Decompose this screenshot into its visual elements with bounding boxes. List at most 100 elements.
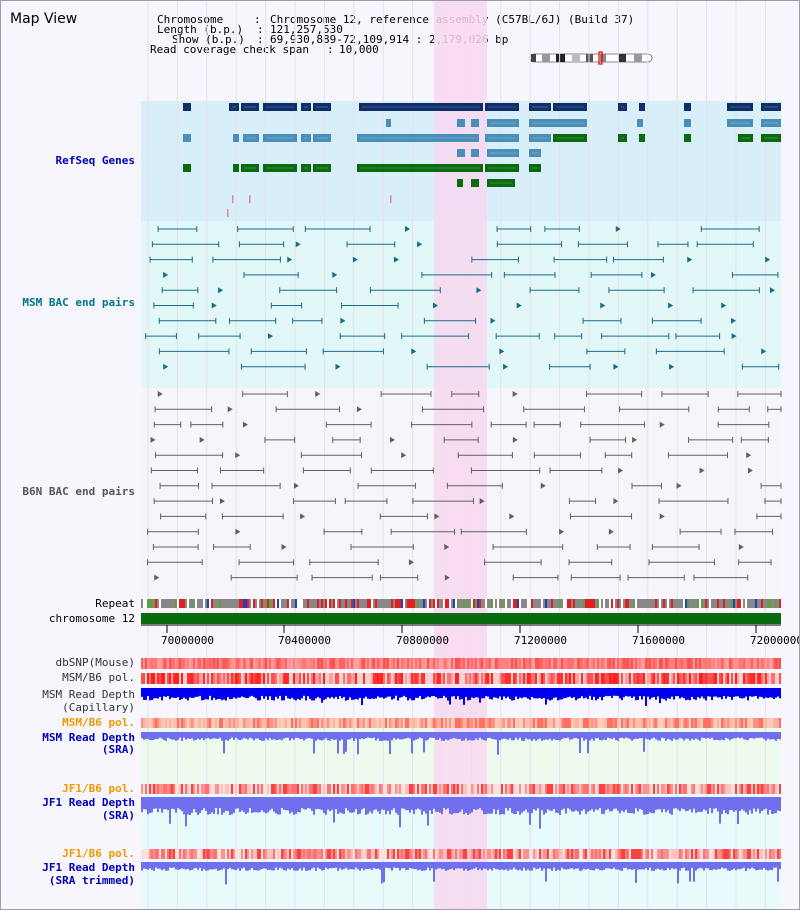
msm-capillary-depth-bar xyxy=(525,688,527,698)
msm-capillary-depth-bar xyxy=(599,688,601,697)
msm-capillary-depth-bar xyxy=(609,688,611,696)
msm-pol2-heat xyxy=(319,718,321,728)
msm-pol2-heat xyxy=(465,718,467,728)
repeat-mark xyxy=(201,599,203,608)
jf1-pol2-heat xyxy=(451,849,453,859)
dbsnp-heat xyxy=(519,658,521,669)
msm-sra-depth-bar xyxy=(215,732,217,739)
msm-capillary-depth-bar xyxy=(527,688,529,699)
repeat-mark xyxy=(745,599,747,608)
refseq-gene-block xyxy=(229,103,239,111)
msm-pol-heat xyxy=(753,673,755,684)
jf1-trim-depth-bar xyxy=(523,862,525,868)
msm-pol2-heat xyxy=(281,718,283,728)
msm-sra-depth-bar xyxy=(347,732,349,740)
msm-pol-heat xyxy=(689,673,691,684)
jf1-pol-heat xyxy=(255,784,257,794)
dbsnp-heat xyxy=(759,658,761,669)
msm-sra-depth-bar xyxy=(163,732,165,741)
jf1-pol2-heat xyxy=(403,849,405,859)
jf1-pol2-heat xyxy=(741,849,743,859)
jf1-pol-heat xyxy=(261,784,263,794)
msm-pol-heat xyxy=(597,673,599,684)
msm-sra-depth-bar xyxy=(291,732,293,739)
jf1-sra-depth-bar xyxy=(305,797,307,810)
repeat-mark xyxy=(381,599,383,608)
jf1-trim-depth-bar xyxy=(417,862,419,871)
jf1-trim-depth-bar xyxy=(317,862,319,868)
msm-pol2-heat xyxy=(693,718,695,728)
repeat-mark xyxy=(477,599,479,608)
jf1-sra-depth-bar xyxy=(499,797,501,815)
jf1-trim-depth-bar xyxy=(375,862,377,870)
msm-pol2-heat xyxy=(327,718,329,728)
msm-sra-depth-bar xyxy=(691,732,693,739)
jf1-pol2-heat xyxy=(565,849,567,859)
msm-pol-heat xyxy=(633,673,635,684)
msm-sra-depth-bar xyxy=(493,732,495,740)
dbsnp-heat xyxy=(155,658,157,669)
msm-sra-depth-bar xyxy=(181,732,183,741)
msm-pol2-heat xyxy=(333,718,335,728)
jf1-pol2-heat xyxy=(541,849,543,859)
msm-sra-depth-bar xyxy=(481,732,483,740)
jf1-trim-depth-bar xyxy=(199,862,201,868)
msm-sra-depth-bar xyxy=(703,732,705,739)
track-label-msm-read-depth-capillary: MSM Read Depth xyxy=(42,688,135,701)
jf1-pol2-heat xyxy=(639,849,641,859)
jf1-trim-depth-bar xyxy=(499,862,501,871)
jf1-pol2-heat xyxy=(423,849,425,859)
jf1-pol-heat xyxy=(509,784,511,794)
msm-pol-heat xyxy=(775,673,777,684)
msm-capillary-depth-bar xyxy=(241,688,243,697)
jf1-sra-depth-bar xyxy=(683,797,685,810)
msm-pol-heat xyxy=(377,673,379,684)
b6n-bac-pair-arrow xyxy=(676,482,682,489)
msm-pol-heat xyxy=(427,673,429,684)
jf1-sra-depth-bar xyxy=(755,797,757,812)
msm-pol-heat xyxy=(287,673,289,684)
jf1-pol-heat xyxy=(547,784,549,794)
jf1-trim-depth-bar xyxy=(491,862,493,871)
msm-pol2-heat xyxy=(573,718,575,728)
jf1-pol2-heat xyxy=(167,849,169,859)
jf1-pol2-heat xyxy=(709,849,711,859)
msm-sra-depth-bar xyxy=(463,732,465,741)
msm-capillary-depth-bar xyxy=(567,688,569,698)
jf1-pol-heat xyxy=(633,784,635,794)
jf1-sra-depth-bar xyxy=(169,797,171,824)
msm-pol-heat xyxy=(393,673,395,684)
b6n-bac-pair-arrow xyxy=(699,467,705,474)
jf1-pol2-heat xyxy=(265,849,267,859)
jf1-pol2-heat xyxy=(671,849,673,859)
msm-sra-depth-bar xyxy=(183,732,185,738)
jf1-trim-depth-bar xyxy=(299,862,301,869)
msm-sra-depth-bar xyxy=(173,732,175,740)
msm-pol2-heat xyxy=(667,718,669,728)
jf1-sra-depth-bar xyxy=(575,797,577,811)
msm-pol-heat xyxy=(719,673,721,684)
dbsnp-heat xyxy=(309,658,311,669)
msm-sra-depth-bar xyxy=(153,732,155,740)
jf1-pol-heat xyxy=(449,784,451,794)
jf1-pol2-heat xyxy=(773,849,775,859)
msm-capillary-depth-bar xyxy=(183,688,185,698)
jf1-sra-depth-bar xyxy=(229,797,231,815)
jf1-sra-depth-bar xyxy=(211,797,213,813)
jf1-trim-depth-bar xyxy=(311,862,313,869)
jf1-pol-heat xyxy=(431,784,433,794)
msm-capillary-depth-bar xyxy=(271,688,273,700)
jf1-pol-heat xyxy=(435,784,437,794)
jf1-trim-depth-bar xyxy=(631,862,633,870)
repeat-mark xyxy=(769,599,771,608)
msm-sra-depth-bar xyxy=(665,732,667,741)
jf1-trim-depth-bar xyxy=(609,862,611,869)
msm-pol-heat xyxy=(627,673,629,684)
jf1-trim-depth-bar xyxy=(559,862,561,871)
jf1-pol-heat xyxy=(697,784,699,794)
msm-capillary-depth-bar xyxy=(749,688,751,697)
msm-sra-depth-bar xyxy=(435,732,437,740)
msm-sra-depth-bar xyxy=(635,732,637,739)
dbsnp-heat xyxy=(755,658,757,669)
